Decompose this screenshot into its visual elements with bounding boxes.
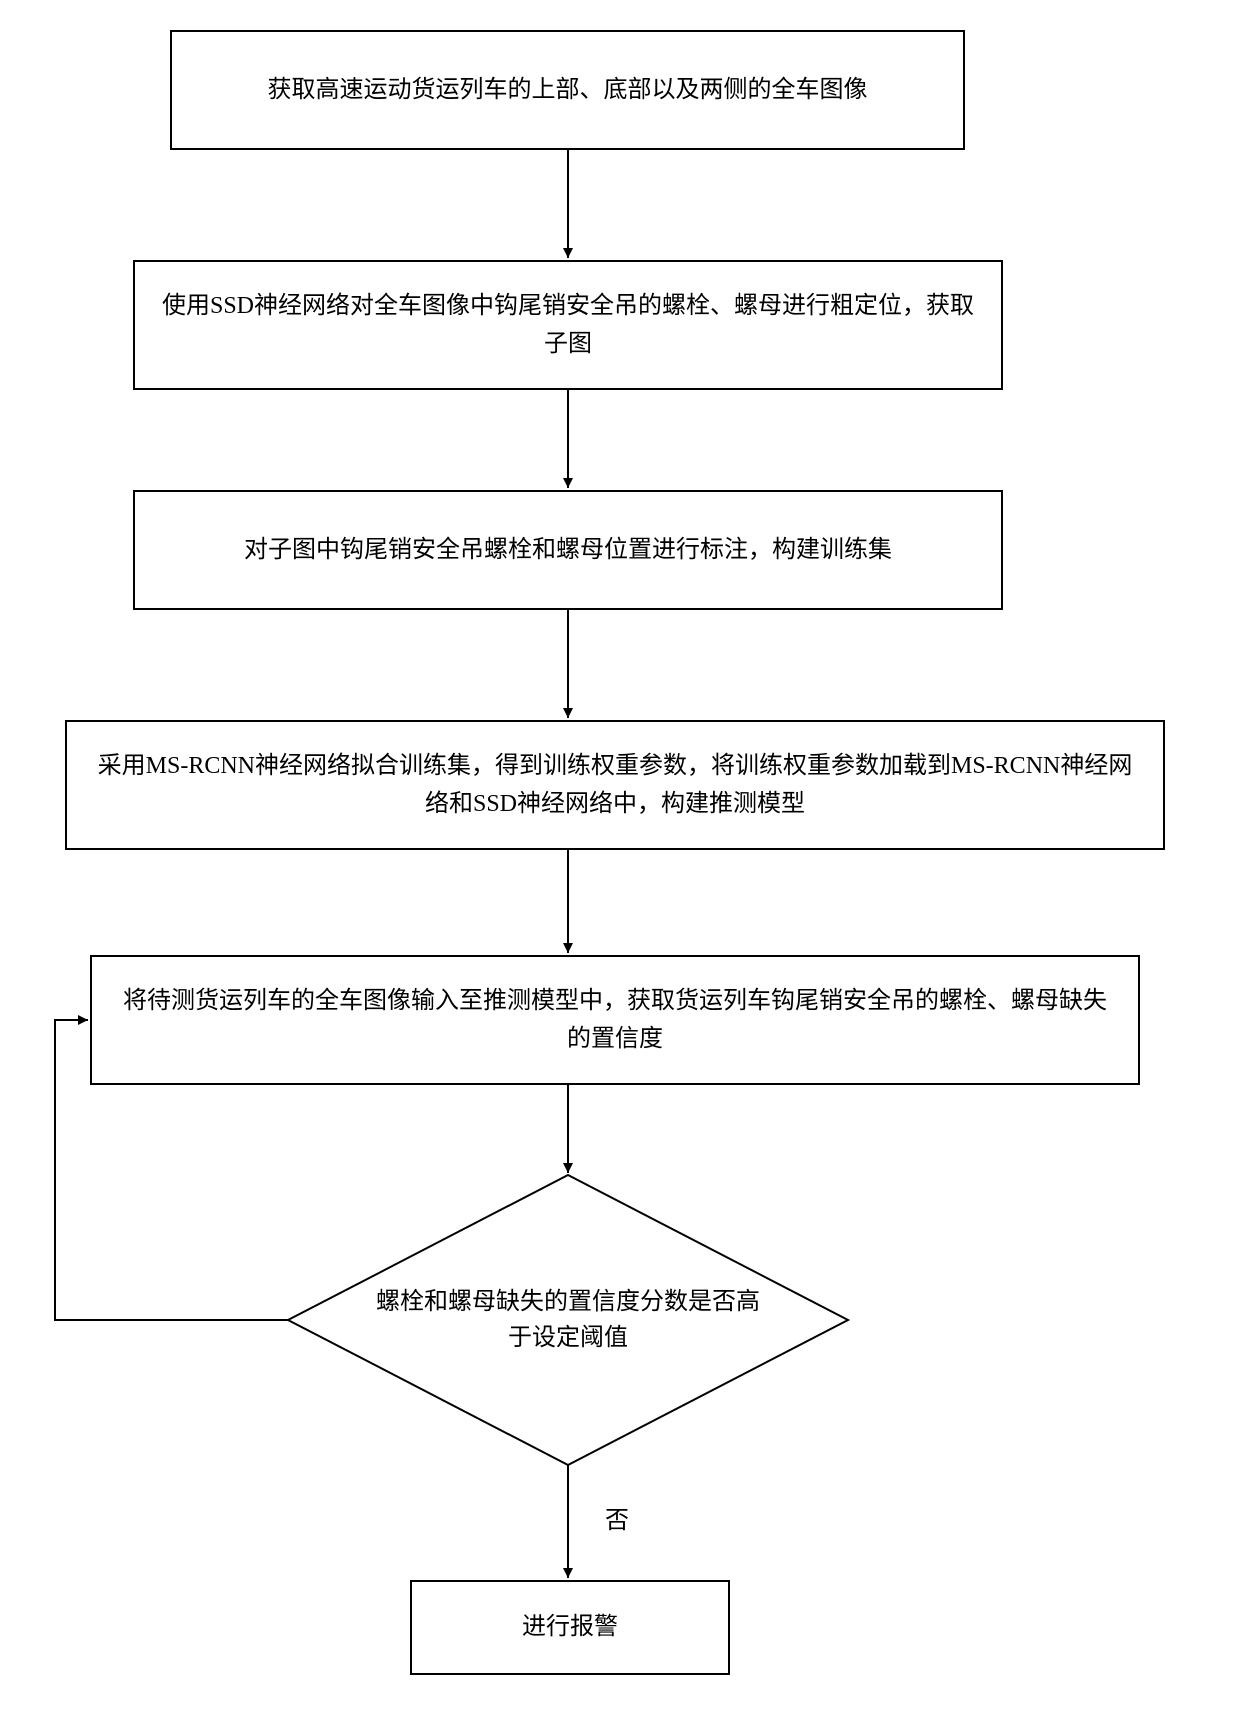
process-text: 获取高速运动货运列车的上部、底部以及两侧的全车图像 [268, 71, 868, 109]
process-box-3: 对子图中钩尾销安全吊螺栓和螺母位置进行标注，构建训练集 [133, 490, 1003, 610]
process-text: 使用SSD神经网络对全车图像中钩尾销安全吊的螺栓、螺母进行粗定位，获取子图 [155, 287, 981, 364]
process-box-1: 获取高速运动货运列车的上部、底部以及两侧的全车图像 [170, 30, 965, 150]
decision-text: 螺栓和螺母缺失的置信度分数是否高于设定阈值 [368, 1245, 768, 1395]
process-text: 进行报警 [522, 1608, 618, 1646]
process-text: 将待测货运列车的全车图像输入至推测模型中，获取货运列车钩尾销安全吊的螺栓、螺母缺… [112, 982, 1118, 1059]
process-box-4: 采用MS-RCNN神经网络拟合训练集，得到训练权重参数，将训练权重参数加载到MS… [65, 720, 1165, 850]
process-text: 对子图中钩尾销安全吊螺栓和螺母位置进行标注，构建训练集 [244, 531, 892, 569]
edge-label-yes: 否 [605, 1500, 629, 1535]
process-box-6: 进行报警 [410, 1580, 730, 1675]
process-box-5: 将待测货运列车的全车图像输入至推测模型中，获取货运列车钩尾销安全吊的螺栓、螺母缺… [90, 955, 1140, 1085]
flowchart-canvas: 获取高速运动货运列车的上部、底部以及两侧的全车图像 使用SSD神经网络对全车图像… [0, 0, 1240, 1721]
process-text: 采用MS-RCNN神经网络拟合训练集，得到训练权重参数，将训练权重参数加载到MS… [87, 747, 1143, 824]
process-box-2: 使用SSD神经网络对全车图像中钩尾销安全吊的螺栓、螺母进行粗定位，获取子图 [133, 260, 1003, 390]
